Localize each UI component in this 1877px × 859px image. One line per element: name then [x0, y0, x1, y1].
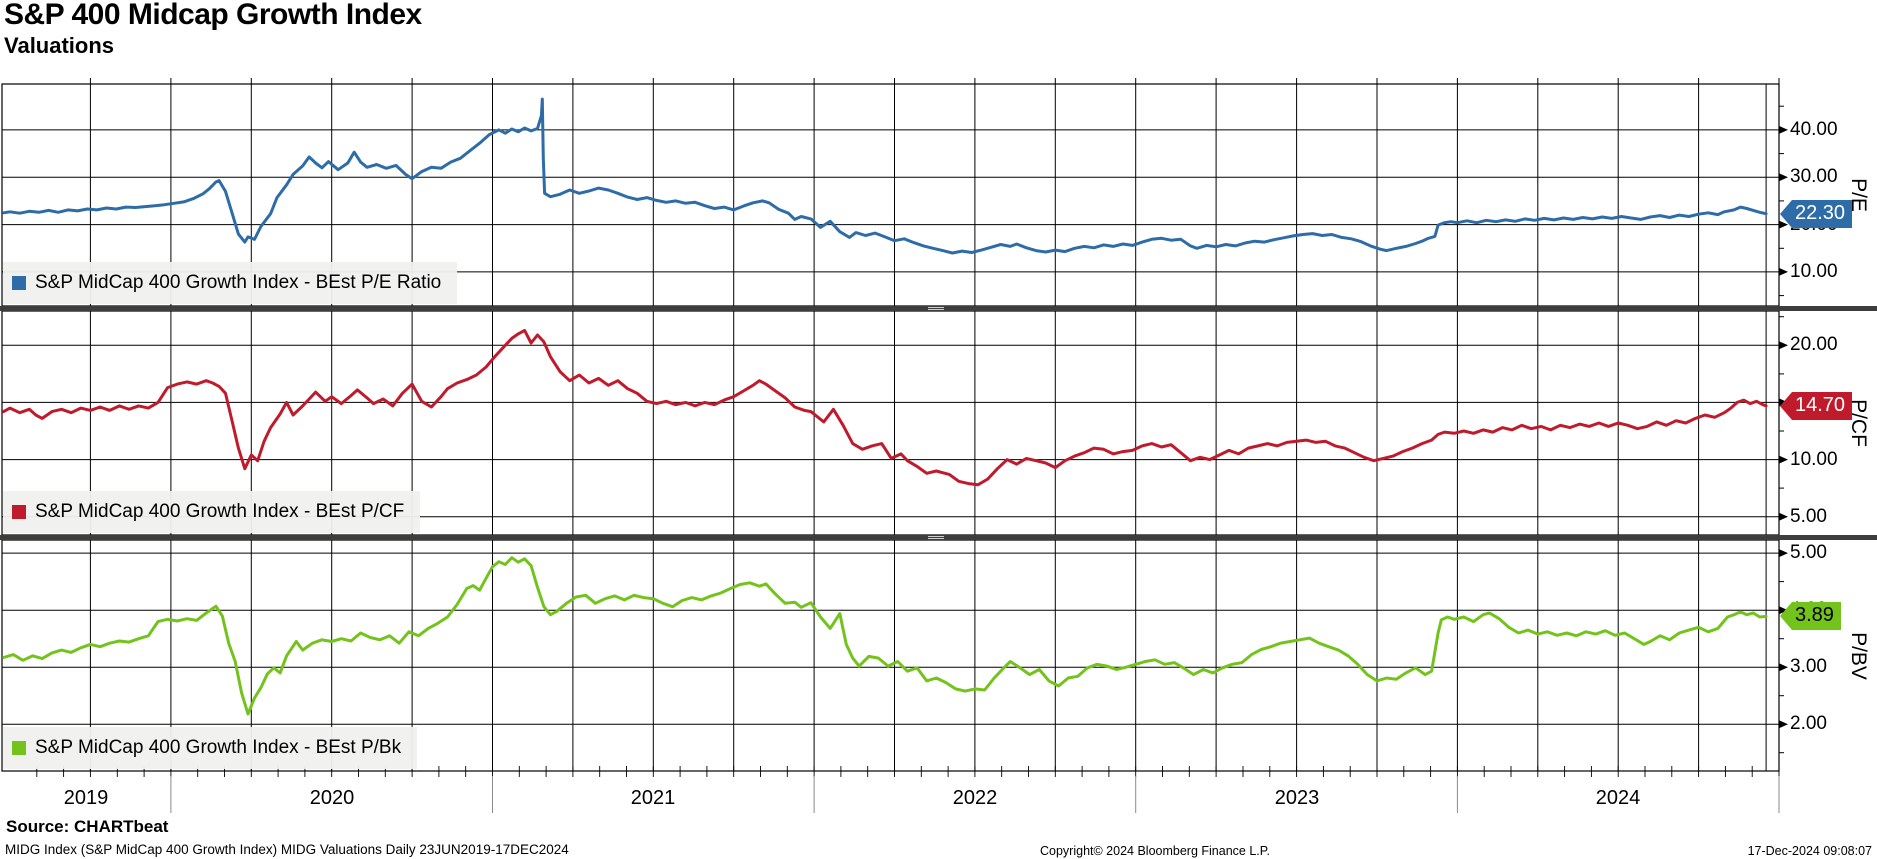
legend-label-pcf: S&P MidCap 400 Growth Index - BEst P/CF [35, 501, 405, 522]
page-subtitle: Valuations [4, 33, 115, 58]
series-line-pcf [2, 328, 1768, 487]
legend-label-pe: S&P MidCap 400 Growth Index - BEst P/E R… [35, 272, 442, 293]
series-line-pbv [2, 556, 1768, 716]
x-tick-label: 2019 [63, 787, 109, 809]
y-tick-label: 5.00 [1790, 542, 1827, 564]
y-tick-label: 30.00 [1790, 166, 1838, 188]
last-value-badge-pe: 22.30 [1780, 199, 1853, 228]
panel-separator [0, 535, 1877, 540]
series-line-pe [2, 97, 1768, 255]
x-tick-label: 2024 [1595, 787, 1641, 809]
footer-description: MIDG Index (S&P MidCap 400 Growth Index)… [5, 842, 569, 857]
footer-copyright: Copyright© 2024 Bloomberg Finance L.P. [1040, 844, 1270, 858]
y-major-tick [1779, 125, 1788, 134]
legend-marker-pcf [12, 505, 26, 519]
panel-resize-handle[interactable] [925, 306, 947, 311]
y-major-tick [1779, 455, 1788, 464]
badge-arrow-pcf [1780, 391, 1792, 420]
grip-line [928, 536, 944, 537]
badge-value-pe: 22.30 [1792, 199, 1853, 228]
y-major-tick [1779, 267, 1788, 276]
last-value-badge-pbv: 3.89 [1780, 602, 1841, 631]
badge-value-pcf: 14.70 [1792, 391, 1853, 420]
badge-arrow-pe [1780, 199, 1792, 228]
y-major-tick [1779, 341, 1788, 350]
grip-line [928, 309, 944, 310]
axis-unit-pcf: P/CF [1847, 399, 1870, 447]
y-major-tick [1779, 173, 1788, 182]
legend-marker-pbv [12, 741, 26, 755]
y-major-tick [1779, 549, 1788, 558]
legend-pbv: S&P MidCap 400 Growth Index - BEst P/Bk [3, 727, 418, 769]
y-major-tick [1779, 663, 1788, 672]
grip-line [928, 307, 944, 308]
y-major-tick [1779, 720, 1788, 729]
y-tick-label: 20.00 [1790, 334, 1838, 356]
badge-value-pbv: 3.89 [1792, 602, 1841, 631]
y-tick-label: 2.00 [1790, 713, 1827, 735]
x-tick-label: 2023 [1274, 787, 1320, 809]
y-tick-label: 3.00 [1790, 656, 1827, 678]
legend-label-pbv: S&P MidCap 400 Growth Index - BEst P/Bk [35, 737, 402, 758]
legend-pe: S&P MidCap 400 Growth Index - BEst P/E R… [3, 262, 458, 304]
badge-arrow-pbv [1780, 602, 1792, 631]
x-tick-label: 2020 [309, 787, 355, 809]
axis-unit-pbv: P/BV [1847, 632, 1870, 680]
panel-resize-handle[interactable] [925, 535, 947, 540]
x-tick-label: 2021 [630, 787, 676, 809]
page-title: S&P 400 Midcap Growth Index [4, 0, 422, 31]
last-value-badge-pcf: 14.70 [1780, 391, 1853, 420]
panel-separator [0, 306, 1877, 311]
legend-pcf: S&P MidCap 400 Growth Index - BEst P/CF [3, 491, 421, 533]
y-tick-label: 40.00 [1790, 118, 1838, 140]
y-tick-label: 10.00 [1790, 448, 1838, 470]
axis-unit-pe: P/E [1847, 178, 1870, 212]
y-tick-label: 5.00 [1790, 505, 1827, 527]
y-major-tick [1779, 512, 1788, 521]
legend-marker-pe [12, 276, 26, 290]
y-tick-label: 10.00 [1790, 260, 1838, 282]
footer-timestamp: 17-Dec-2024 09:08:07 [1747, 844, 1872, 858]
grip-line [928, 538, 944, 539]
x-tick-label: 2022 [952, 787, 998, 809]
footer-source: Source: CHARTbeat [6, 817, 169, 836]
